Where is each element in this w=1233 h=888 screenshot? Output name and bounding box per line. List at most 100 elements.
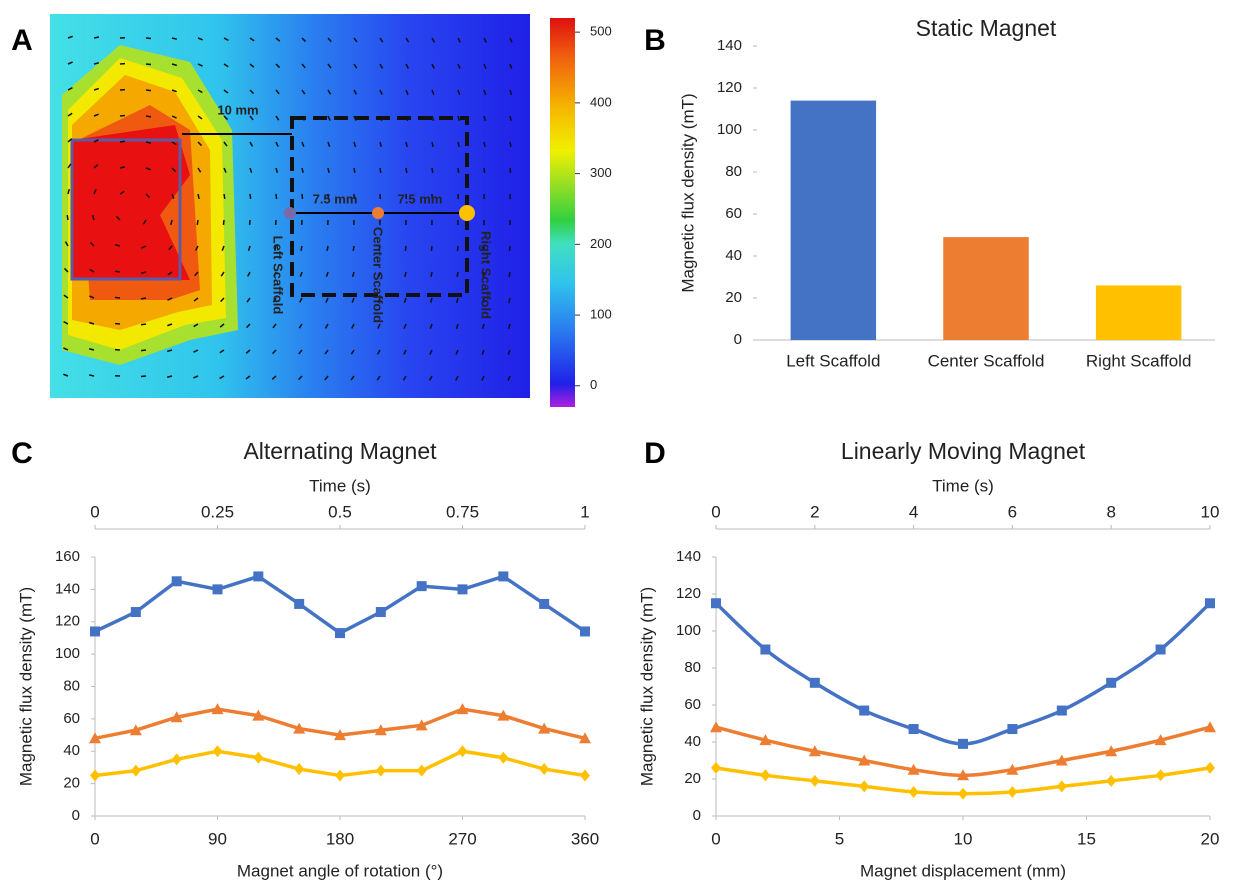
marker [1106,677,1117,688]
marker [808,745,821,757]
field-arrow [140,323,147,326]
field-arrow [509,89,513,95]
marker [334,729,346,741]
y-tick-label: 120 [717,79,742,96]
field-arrow [223,141,228,147]
field-arrow [455,349,459,355]
y-tick-label: 40 [684,733,701,750]
field-arrow [197,89,203,94]
field-arrow [403,297,407,303]
field-arrow [196,219,199,226]
field-arrow [353,115,357,121]
x-tick-label: 180 [326,829,354,848]
field-arrow [482,297,485,304]
field-arrow [352,245,355,252]
marker [335,628,345,639]
y-axis-label: Magnetic flux density (mT) [637,587,656,786]
field-arrow [376,375,381,381]
marker [335,769,345,782]
y-tick-label: 60 [63,710,80,727]
field-arrow [64,241,69,247]
field-arrow [193,349,199,353]
top-tick-label: 0 [90,502,99,521]
field-arrow [405,63,410,69]
field-arrow [327,63,332,69]
x-axis-label: Magnet displacement (mm) [860,861,1066,880]
field-arrow [275,115,280,121]
field-arrow [145,193,151,199]
field-arrow [91,214,95,221]
marker [711,598,721,609]
field-arrow [220,271,225,277]
field-arrow [249,37,255,42]
y-tick-label: 20 [684,770,701,787]
field-arrow [88,374,95,377]
series-line [94,574,586,636]
field-arrow [140,349,147,352]
panel-letter: C [11,437,33,470]
field-arrow [197,167,202,173]
field-arrow [378,271,381,278]
bar [1095,285,1182,340]
marker [957,769,969,781]
top-tick-label: 2 [810,502,819,521]
field-arrow [301,89,306,95]
top-tick-label: 0 [711,502,720,521]
field-arrow [351,323,355,329]
field-arrow [67,188,70,195]
field-arrow [222,219,225,226]
field-arrow [197,141,203,147]
annotation: 7.5 mm [398,191,443,206]
field-arrow [377,323,381,329]
field-arrow [275,89,280,95]
annotation: Right Scaffold [479,231,494,319]
field-arrow [223,115,229,121]
field-arrow [351,297,355,303]
field-arrow [431,37,436,43]
marker [415,719,428,731]
field-arrow [245,375,251,380]
field-arrow [509,115,512,122]
x-tick-label: 20 [1201,829,1220,848]
colorbar-tick-label: 0 [590,377,597,392]
field-arrow [299,297,303,303]
field-arrow [119,190,125,195]
x-tick-label: 5 [835,829,844,848]
field-arrow [171,63,178,67]
field-arrow [145,141,152,144]
marker [456,703,469,715]
marker [252,709,265,721]
chart-title: Linearly Moving Magnet [841,438,1086,464]
colorbar-tick-label: 300 [590,165,612,180]
marker [710,721,722,733]
field-arrow [405,37,410,43]
field-arrow [145,89,152,92]
top-tick-label: 0.25 [201,502,234,521]
field-arrow [507,349,511,355]
field-arrow [429,297,433,304]
field-arrow [431,115,435,121]
field-arrow [379,63,384,69]
field-arrow [114,243,121,247]
x-tick-label: 360 [571,829,599,848]
field-arrow [223,193,226,200]
field-arrow [245,349,251,354]
y-tick-label: 120 [676,585,701,602]
marker [89,732,101,744]
marker [293,722,306,734]
field-arrow [167,297,173,301]
y-tick-label: 160 [55,548,80,565]
marker [1155,644,1166,655]
colorbar-tick-label: 200 [590,236,612,251]
field-arrow [93,138,99,143]
field-arrow [482,271,485,278]
chart-title: Static Magnet [916,15,1057,41]
field-arrow [405,141,408,148]
colorbar-tick-label: 400 [590,94,612,109]
marker [1204,721,1216,733]
field-arrow [219,375,225,380]
field-arrow [249,63,255,68]
marker [579,732,591,744]
field-arrow [405,167,408,174]
field-arrow [377,297,381,303]
